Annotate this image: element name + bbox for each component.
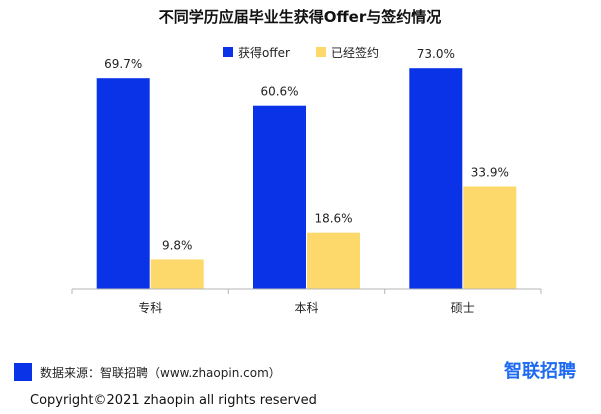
x-tick-label-3: 硕士 <box>451 301 475 315</box>
bar-signed-2 <box>307 232 360 289</box>
plot-area: 69.7% 9.8% 专科 60.6% 18.6% 本科 73.0% 33.9% 硕士 <box>71 47 542 315</box>
data-label-signed-3: 33.9% <box>471 166 509 180</box>
data-label-signed-2: 18.6% <box>314 212 352 226</box>
legend: 获得offer 已经签约 <box>223 45 379 60</box>
x-tick-label-2: 本科 <box>294 301 318 315</box>
source-note: 数据来源：智联招聘（www.zhaopin.com） <box>14 363 281 381</box>
legend-swatch-offer <box>223 47 233 57</box>
source-text: 数据来源：智联招聘（www.zhaopin.com） <box>40 365 281 380</box>
data-label-offer-3: 73.0% <box>417 47 455 61</box>
data-label-offer-2: 60.6% <box>260 85 298 99</box>
legend-label-signed: 已经签约 <box>331 45 379 60</box>
legend-swatch-signed <box>316 47 326 57</box>
brand-logo: 智联招聘 <box>504 360 576 382</box>
bar-signed-1 <box>150 259 204 289</box>
chart-title: 不同学历应届毕业生获得Offer与签约情况 <box>159 8 441 26</box>
bar-offer-3 <box>409 68 463 289</box>
legend-label-offer: 获得offer <box>238 45 290 60</box>
bar-offer-1 <box>96 78 150 289</box>
data-label-signed-1: 9.8% <box>162 238 193 252</box>
source-marker <box>14 363 32 381</box>
x-tick-label-1: 专科 <box>138 300 162 315</box>
bar-offer-2 <box>253 105 306 289</box>
copyright-text: Copyright©2021 zhaopin all rights reserv… <box>30 393 317 408</box>
bar-signed-3 <box>463 186 517 289</box>
data-label-offer-1: 69.7% <box>104 57 142 71</box>
